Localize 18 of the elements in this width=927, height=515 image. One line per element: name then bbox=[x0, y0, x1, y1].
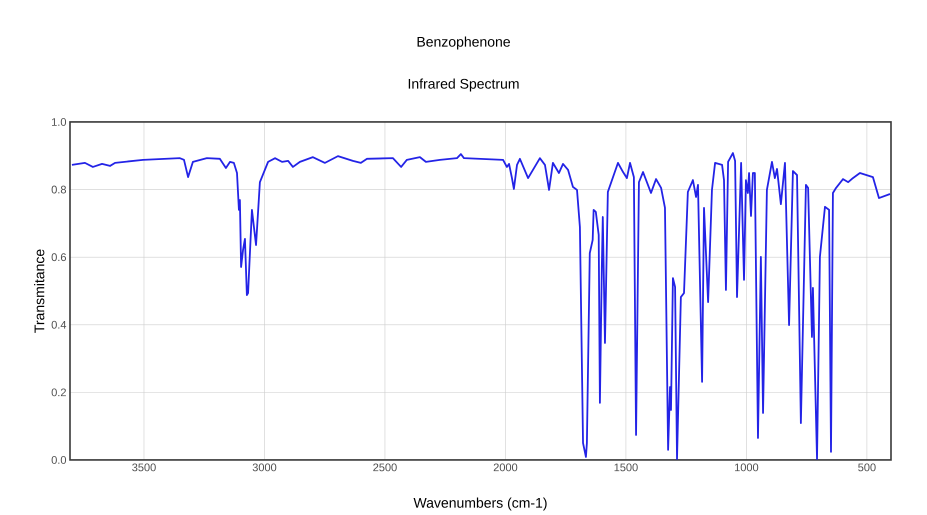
x-tick-label: 2000 bbox=[494, 464, 518, 472]
x-tick-label: 1000 bbox=[735, 464, 758, 472]
y-tick-label: 0.4 bbox=[52, 320, 66, 329]
chart-subtitle: Infrared Spectrum bbox=[408, 78, 519, 92]
x-tick-label: 1500 bbox=[614, 464, 638, 472]
y-tick-label: 0.2 bbox=[52, 388, 66, 396]
x-tick-label: 500 bbox=[858, 464, 876, 472]
x-tick-label: 3500 bbox=[132, 464, 156, 472]
line-series bbox=[71, 152, 891, 460]
y-tick-label: 0.0 bbox=[52, 456, 66, 464]
chart-title: Benzophenone bbox=[418, 36, 510, 50]
y-tick-label: 1.0 bbox=[52, 118, 66, 126]
y-tick-label: 0.6 bbox=[52, 253, 66, 262]
y-tick-label: 0.8 bbox=[52, 186, 66, 194]
y-axis-title: Transmitance bbox=[34, 249, 44, 333]
x-tick-label: 2500 bbox=[373, 464, 397, 472]
x-tick-label: 3000 bbox=[252, 464, 276, 472]
x-axis-title: Wavenumbers (cm-1) bbox=[414, 498, 547, 511]
